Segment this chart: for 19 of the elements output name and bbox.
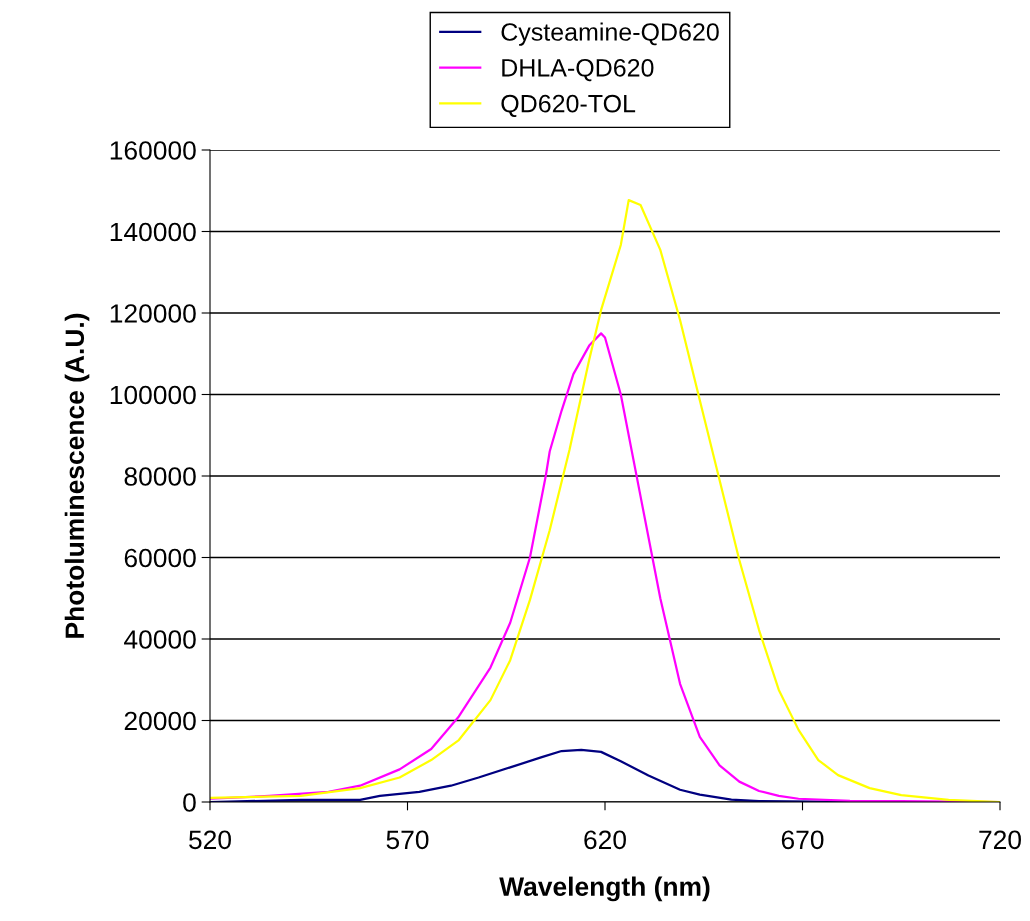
y-axis-title: Photoluminescence (A.U.): [64, 313, 90, 638]
legend-label: Cysteamine-QD620: [501, 22, 719, 46]
x-tick-label: 670: [781, 830, 824, 850]
y-tick-label: 80000: [124, 467, 196, 486]
y-tick-label: 120000: [110, 304, 196, 323]
y-tick-label: 100000: [110, 385, 196, 405]
y-tick-label: 60000: [124, 548, 196, 568]
legend-label: DHLA-QD620: [502, 58, 654, 82]
y-tick-label: 20000: [124, 711, 196, 731]
y-tick-label: 160000: [110, 141, 196, 160]
y-tick-label: 40000: [124, 630, 196, 649]
x-tick-label: 720: [979, 830, 1021, 850]
x-tick-label: 620: [584, 830, 626, 850]
x-tick-label: 520: [189, 830, 231, 850]
x-tick-label: 570: [386, 830, 429, 850]
legend-label: QD620-TOL: [501, 94, 636, 117]
y-tick-label: 0: [183, 793, 196, 812]
x-axis-title: Wavelength (nm): [499, 876, 710, 902]
y-tick-label: 140000: [110, 222, 196, 242]
